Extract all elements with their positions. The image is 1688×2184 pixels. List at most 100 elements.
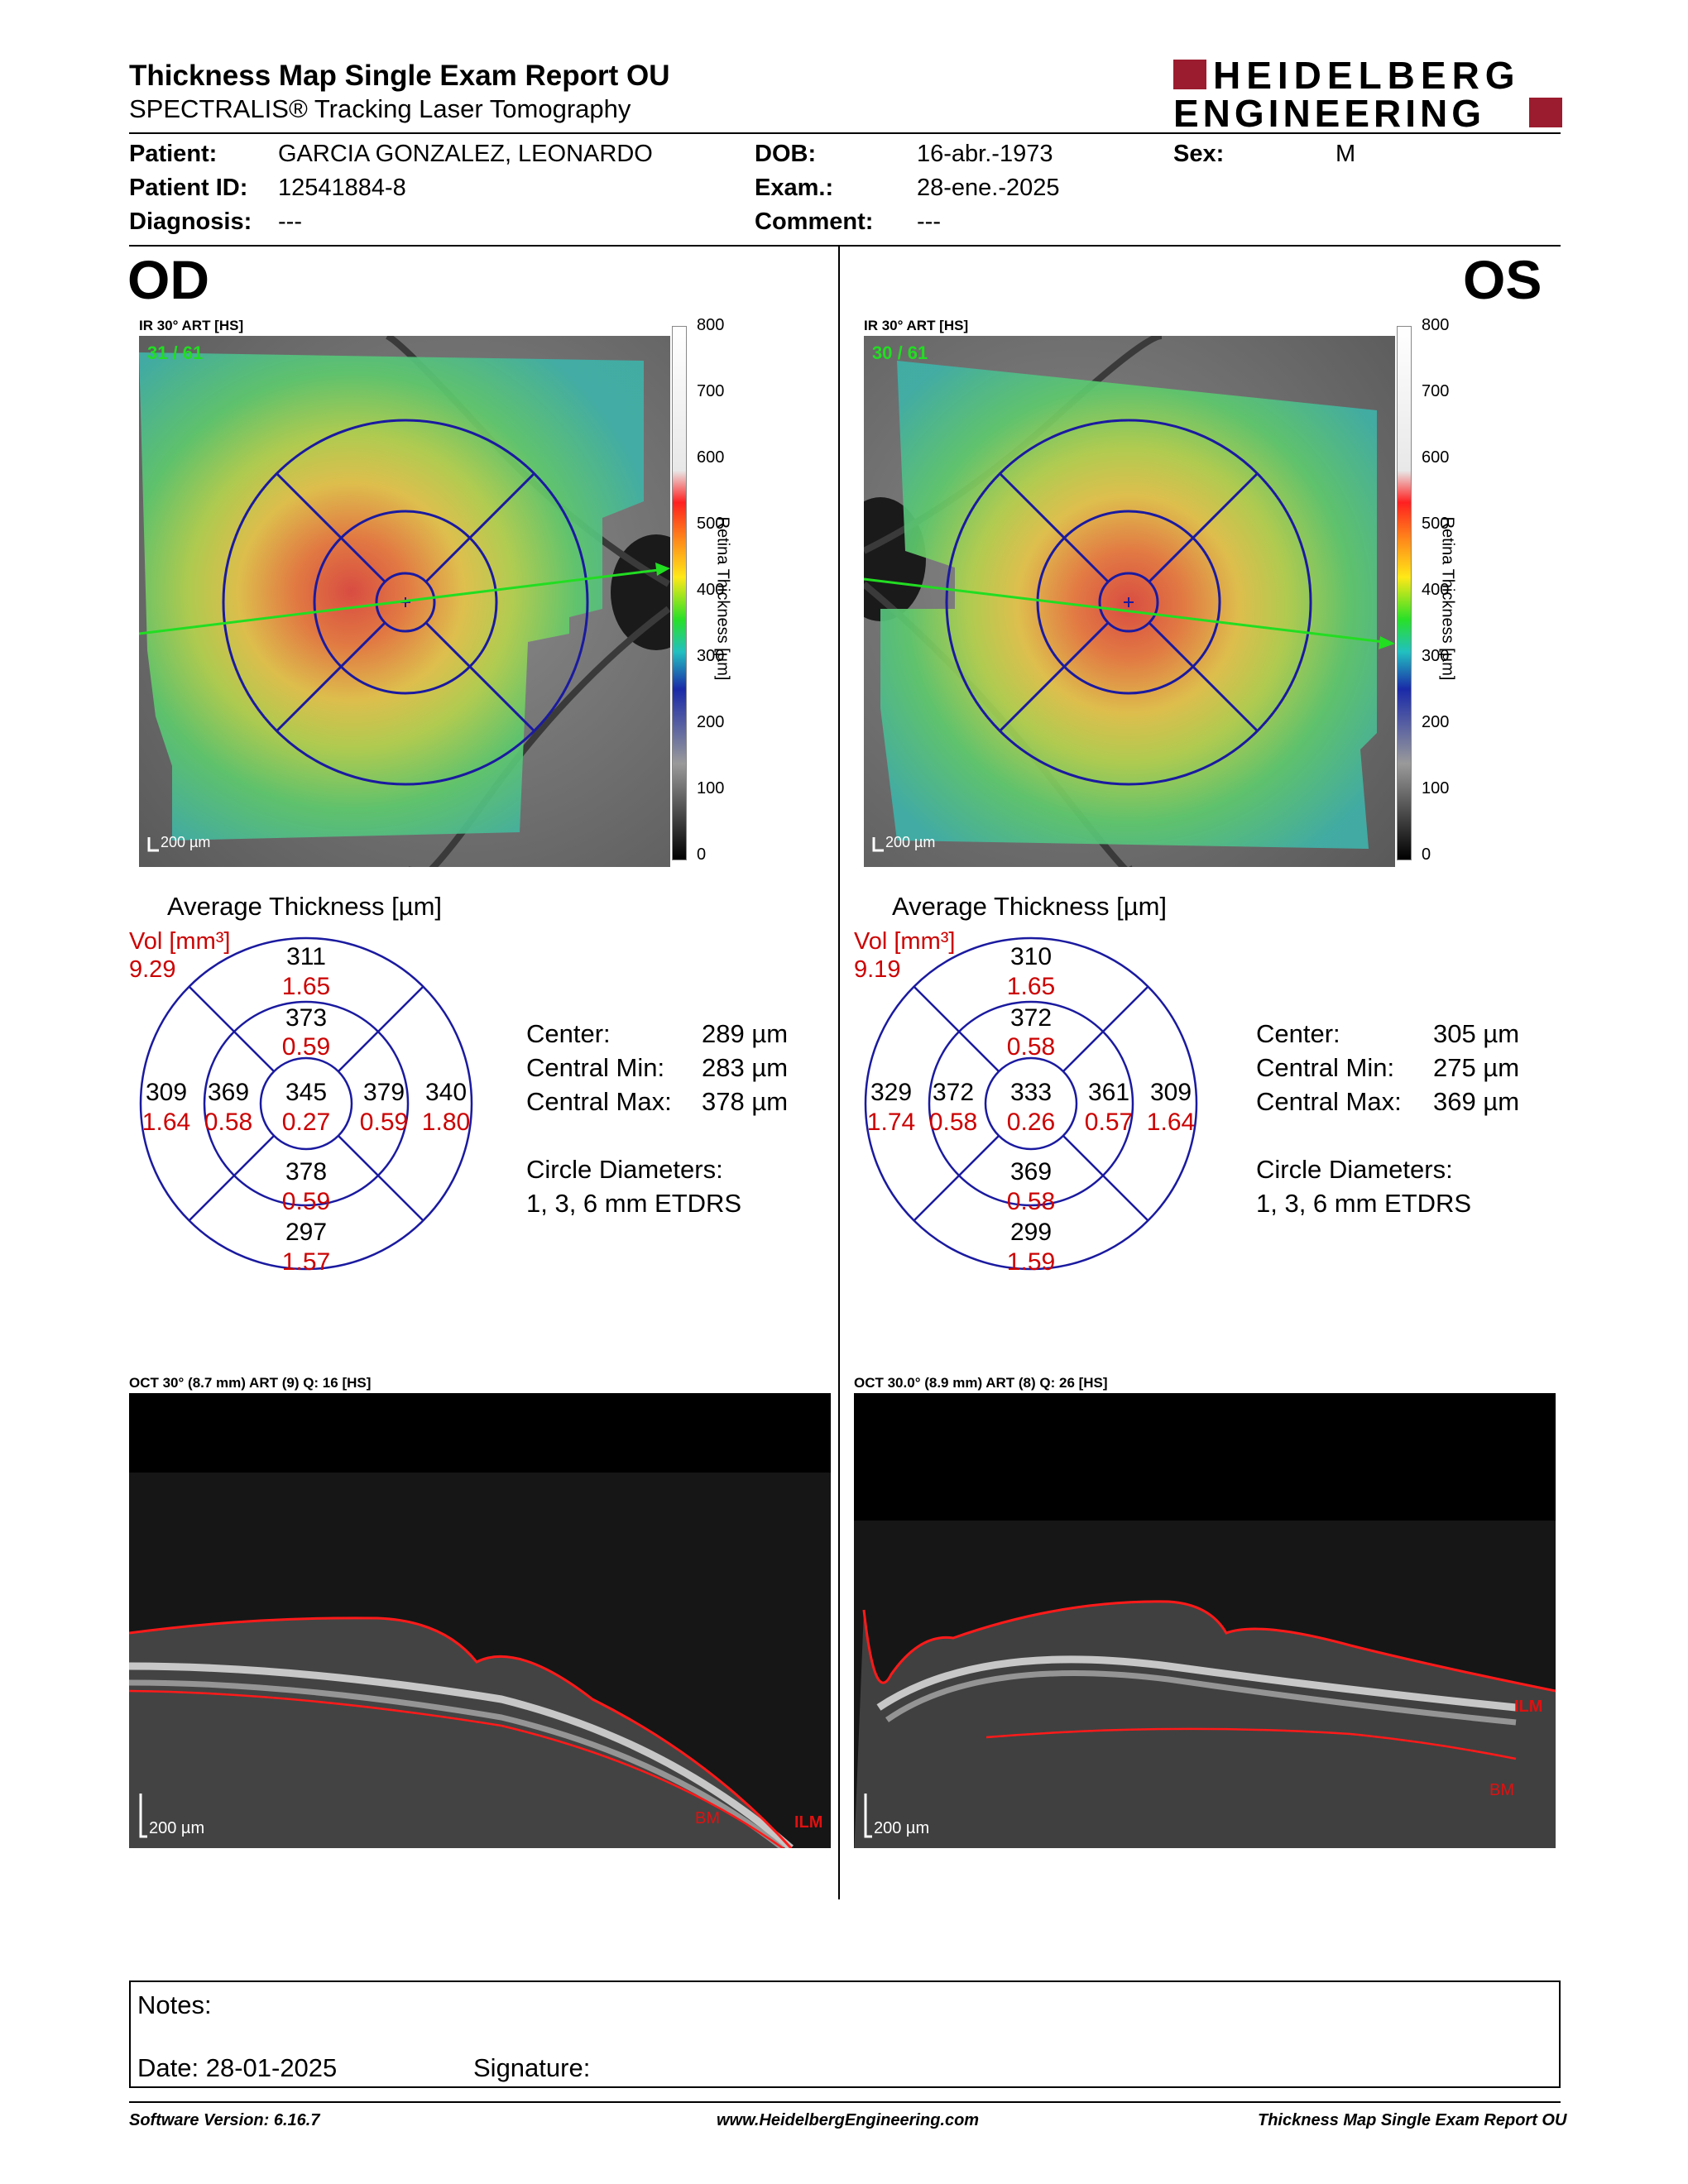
os-center-value: 305 µm [1433,1019,1520,1048]
od-oct-scale-label: 200 µm [149,1819,204,1837]
os-sup-outer-thickness: 310 [1010,943,1052,970]
os-oct-bscan[interactable]: ILM BM 200 µm [854,1393,1556,1848]
od-frame-count: 31 / 61 [147,342,203,363]
od-diameters: 1, 3, 6 mm ETDRS [526,1189,742,1218]
od-scale-bar-icon [147,837,159,852]
os-nasal-inner-thickness: 372 [933,1079,974,1106]
footer-report-name: Thickness Map Single Exam Report OU [1258,2111,1567,2129]
os-scan-line [864,577,1384,644]
od-scale-label: 200 µm [161,834,210,850]
od-scan-arrow-icon [655,563,670,576]
od-etdrs-grid [222,419,589,786]
os-thickness-map[interactable]: 30 / 61 200 µm [864,336,1395,867]
od-temporal-outer-volume: 1.64 [142,1109,190,1136]
os-center-volume: 0.26 [1007,1109,1055,1136]
od-temporal-inner-thickness: 369 [208,1079,249,1106]
notes-box[interactable]: Notes: Date: 28-01-2025 Signature: [129,1980,1561,2088]
date-label: Date: 28-01-2025 [137,2053,338,2082]
od-color-scale [672,326,687,860]
od-center-thickness: 345 [285,1079,327,1106]
os-temporal-outer-thickness: 309 [1150,1079,1192,1106]
od-sup-inner-thickness: 373 [285,1004,327,1032]
os-inf-inner-volume: 0.58 [1007,1188,1055,1215]
os-diameters: 1, 3, 6 mm ETDRS [1256,1189,1472,1218]
od-nasal-outer-thickness: 340 [425,1079,467,1106]
od-oct-scale-bar-icon [139,1794,147,1838]
os-temporal-inner-thickness: 361 [1088,1079,1129,1106]
od-inf-inner-volume: 0.59 [282,1188,330,1215]
signature-label: Signature: [473,2053,591,2082]
os-oct-title: OCT 30.0° (8.9 mm) ART (8) Q: 26 [HS] [854,1375,1108,1391]
od-temporal-outer-thickness: 309 [146,1079,187,1106]
od-bm-label: BM [695,1809,720,1827]
os-vol-label: Vol [mm³] [854,928,956,955]
os-color-scale [1397,326,1412,860]
notes-label: Notes: [137,1990,212,2019]
od-avg-title: Average Thickness [µm] [167,892,443,921]
os-ilm-line [862,1600,1556,1693]
software-version: Software Version: 6.16.7 [129,2111,320,2129]
od-ilm-label: ILM [794,1813,822,1832]
os-bm-line [985,1727,1517,1760]
os-center-thickness: 333 [1010,1079,1052,1106]
os-min-value: 275 µm [1433,1053,1520,1082]
os-etdrs-grid [945,419,1312,786]
od-inf-outer-thickness: 297 [285,1219,327,1246]
os-nasal-outer-thickness: 329 [870,1079,912,1106]
os-bm-label: BM [1489,1781,1514,1799]
od-nasal-inner-volume: 0.59 [360,1109,408,1136]
patient-name: GARCIA GONZALEZ, LEONARDO [278,141,653,167]
patient-sex: M [1336,141,1356,167]
os-scale-bar-icon [872,837,884,852]
os-temporal-inner-volume: 0.57 [1085,1109,1133,1136]
od-ir-title: IR 30° ART [HS] [139,318,244,333]
os-scale-title: Retina Thickness [µm] [1438,516,1457,681]
os-ir-title: IR 30° ART [HS] [864,318,969,333]
exam-date: 28-ene.-2025 [917,175,1060,201]
eye-label-od: OD [127,249,209,310]
od-nasal-outer-volume: 1.80 [422,1109,470,1136]
od-inf-inner-thickness: 378 [285,1158,327,1185]
od-oct-title: OCT 30° (8.7 mm) ART (9) Q: 16 [HS] [129,1375,372,1391]
os-inf-outer-volume: 1.59 [1007,1248,1055,1276]
od-vol-label: Vol [mm³] [129,928,231,955]
os-inf-outer-thickness: 299 [1010,1219,1052,1246]
os-avg-title: Average Thickness [µm] [892,892,1168,921]
od-ilm-line [129,1616,793,1848]
os-sup-inner-thickness: 372 [1010,1004,1052,1032]
os-nasal-inner-volume: 0.58 [929,1109,977,1136]
os-temporal-outer-volume: 1.64 [1147,1109,1195,1136]
report-title: Thickness Map Single Exam Report OU [129,60,670,92]
os-fovea-marker [1124,597,1134,607]
od-min-value: 283 µm [702,1053,789,1082]
os-nasal-outer-volume: 1.74 [867,1109,915,1136]
od-temporal-inner-volume: 0.58 [204,1109,252,1136]
website-link[interactable]: www.HeidelbergEngineering.com [717,2111,980,2129]
os-oct-scale-label: 200 µm [874,1819,929,1837]
report-subtitle: SPECTRALIS® Tracking Laser Tomography [129,94,631,123]
os-sup-inner-volume: 0.58 [1007,1033,1055,1061]
patient-id: 12541884-8 [278,175,406,201]
od-max-value: 378 µm [702,1087,789,1116]
os-sup-outer-volume: 1.65 [1007,973,1055,1000]
os-total-volume: 9.19 [854,956,901,983]
od-sup-outer-volume: 1.65 [282,973,330,1000]
od-oct-bscan[interactable]: BM ILM 200 µm [129,1393,831,1848]
od-sup-outer-thickness: 311 [286,943,326,970]
od-sup-inner-volume: 0.59 [282,1033,330,1061]
os-etdrs-diagram: 310 1.65 372 0.58 333 0.26 329 1.74 372 … [864,936,1198,1276]
od-scan-line [139,568,666,635]
od-center-volume: 0.27 [282,1109,330,1136]
os-ilm-label: ILM [1514,1698,1542,1716]
od-bm-line [129,1689,784,1848]
os-inf-inner-thickness: 369 [1010,1158,1052,1185]
od-total-volume: 9.29 [129,956,176,983]
os-frame-count: 30 / 61 [872,342,928,363]
od-thickness-map[interactable]: 31 / 61 200 µm [139,336,670,867]
heidelberg-logo: HEIDELBERG ENGINEERING [1173,54,1562,135]
od-scale-title: Retina Thickness [µm] [713,516,732,681]
od-inf-outer-volume: 1.57 [282,1248,330,1276]
os-oct-scale-bar-icon [864,1794,872,1838]
os-max-value: 369 µm [1433,1087,1520,1116]
od-center-value: 289 µm [702,1019,789,1048]
